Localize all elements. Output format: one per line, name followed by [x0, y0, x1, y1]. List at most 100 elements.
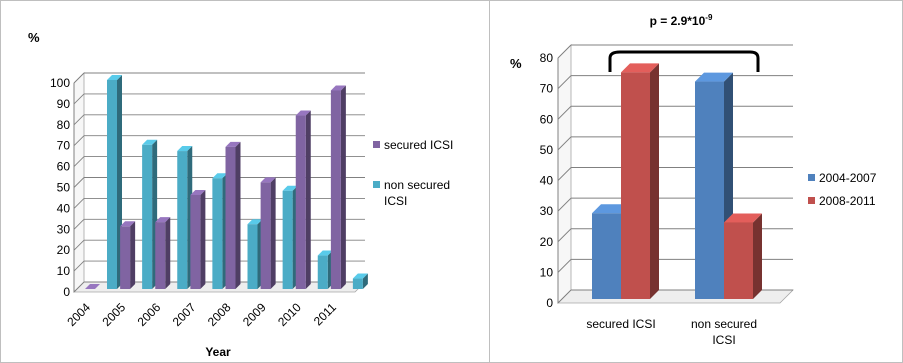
left-bar-front — [120, 226, 131, 289]
left-y-unit-label: % — [28, 30, 40, 45]
right-bar-top — [724, 213, 762, 223]
left-bar-front — [295, 115, 306, 289]
left-bar-front — [212, 178, 223, 289]
left-bar-front — [330, 90, 341, 289]
left-bar-front — [317, 255, 328, 289]
left-y-tick-label: 100 — [50, 76, 70, 90]
right-gridline-side — [557, 228, 572, 243]
left-x-tick-label: 2006 — [135, 300, 164, 329]
left-legend-label: non secured — [384, 178, 450, 192]
left-gridline-side — [73, 218, 85, 230]
left-x-tick-label: 2005 — [99, 300, 128, 329]
left-gridline-side — [73, 114, 85, 126]
left-gridline-side — [73, 260, 85, 272]
left-bar — [247, 219, 263, 289]
left-gridline-side — [73, 177, 85, 188]
significance-bracket — [608, 50, 760, 72]
left-bar — [260, 177, 276, 289]
left-legend-swatch — [373, 141, 380, 148]
right-y-tick-label: 0 — [546, 296, 553, 310]
left-bar-top — [260, 177, 276, 183]
right-legend-swatch — [808, 174, 815, 181]
right-bar-front — [724, 222, 753, 299]
left-bar-top — [225, 141, 241, 147]
left-bar — [107, 75, 122, 289]
left-bar-side — [235, 141, 241, 289]
left-bar — [212, 173, 228, 289]
left-bar-top — [317, 250, 333, 256]
left-bar-top — [107, 75, 122, 80]
left-bar — [190, 189, 206, 289]
left-x-axis-label: Year — [205, 345, 231, 359]
left-bar-front — [247, 224, 258, 289]
left-gridline-side — [73, 281, 85, 293]
left-bar — [295, 110, 311, 289]
left-legend-swatch — [373, 181, 380, 188]
left-gridline-side — [73, 198, 85, 209]
left-x-tick-label: 2007 — [170, 300, 199, 329]
left-y-tick-label: 40 — [57, 201, 71, 215]
right-bar-front — [592, 213, 621, 299]
left-bar-front — [282, 190, 293, 289]
right-gridline-side — [557, 105, 572, 120]
left-bar-front — [177, 151, 188, 289]
right-bar-top — [592, 204, 630, 214]
right-legend-label: 2008-2011 — [819, 194, 876, 208]
left-bar — [282, 185, 298, 289]
left-y-tick-label: 90 — [57, 97, 71, 111]
left-y-tick-label: 0 — [63, 285, 70, 299]
right-bar-top — [695, 72, 733, 82]
left-bar-top — [177, 146, 193, 152]
right-legend-label: 2004-2007 — [819, 171, 877, 185]
right-y-tick-label: 10 — [540, 265, 554, 279]
left-bar-top — [85, 284, 100, 289]
right-x-tick-label: ICSI — [712, 333, 735, 347]
left-x-tick-label: 2011 — [311, 300, 339, 328]
left-bar-side — [130, 221, 136, 289]
right-gridline-side — [557, 167, 572, 181]
right-legend-swatch — [808, 197, 815, 204]
left-x-tick-label: 2009 — [240, 300, 269, 329]
right-gridline-side — [557, 197, 572, 212]
left-bar-top — [295, 110, 311, 116]
p-value-annotation: p = 2.9*10-9 — [650, 13, 713, 28]
p-value-text: p = 2.9*10 — [650, 14, 706, 28]
right-gridline-side — [557, 44, 572, 59]
left-bar-top — [330, 85, 346, 91]
left-bar-front — [142, 144, 153, 289]
left-bar-side — [362, 273, 368, 289]
left-bar-top — [247, 219, 263, 225]
right-bar-front — [695, 81, 724, 299]
left-bar — [330, 85, 346, 289]
left-bar — [120, 221, 136, 289]
right-y-tick-label: 70 — [540, 82, 554, 96]
left-bar — [85, 284, 100, 289]
right-y-tick-label: 30 — [540, 204, 554, 218]
right-bar-side — [650, 63, 659, 299]
right-gridline-side — [557, 75, 572, 89]
right-gridline-side — [557, 136, 572, 151]
left-bar-front — [190, 194, 201, 289]
left-bar — [177, 146, 193, 289]
left-bar-top — [120, 221, 136, 227]
left-bar-side — [270, 177, 276, 289]
left-gridline-side — [73, 156, 85, 167]
left-y-tick-label: 50 — [57, 181, 71, 195]
left-bar-side — [165, 217, 171, 289]
right-chart: 0 10 20 30 40 50 60 70 80 secured ICSI non secured… — [540, 44, 877, 347]
left-y-tick-label: 60 — [57, 160, 71, 174]
left-bar-side — [200, 189, 206, 289]
left-bar — [352, 273, 368, 289]
left-x-tick-label: 2010 — [275, 300, 304, 329]
left-legend-label: secured ICSI — [384, 138, 453, 152]
left-bar — [142, 139, 158, 289]
left-y-tick-label: 20 — [57, 243, 71, 257]
right-bar-side — [753, 213, 762, 299]
right-x-tick-label: non secured — [691, 317, 757, 331]
right-y-unit-label: % — [510, 56, 522, 71]
left-bar-side — [340, 85, 346, 289]
right-y-tick-label: 60 — [540, 112, 554, 126]
